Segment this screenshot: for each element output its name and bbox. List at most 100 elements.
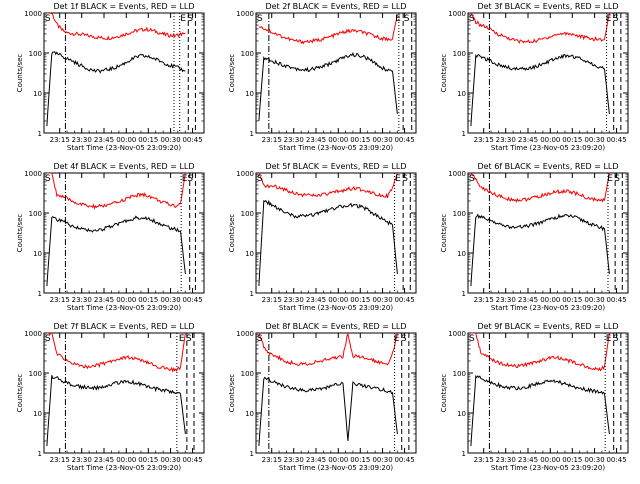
start-marker-label: S	[613, 334, 619, 344]
x-tick-label: 00:15	[562, 296, 582, 304]
x-tick-label: 00:00	[540, 456, 560, 464]
lld-series-line	[258, 14, 398, 45]
y-tick-label: 1000	[24, 10, 42, 18]
x-tick-label: 00:30	[372, 296, 392, 304]
plot-frame	[43, 332, 205, 454]
y-tick-label: 1	[462, 130, 466, 138]
events-series-line	[470, 374, 610, 447]
events-series-line	[258, 376, 398, 447]
x-tick-label: 23:30	[72, 296, 92, 304]
plot-frame	[255, 12, 417, 134]
x-tick-label: 00:45	[182, 136, 202, 144]
x-axis-label: Start Time (23-Nov-05 23:09:20)	[491, 144, 605, 152]
x-tick-label: 00:00	[328, 136, 348, 144]
y-tick-label: 100	[29, 370, 42, 378]
y-axis-label: Counts/sec	[440, 54, 448, 93]
x-tick-label: 00:00	[116, 456, 136, 464]
plot-frame	[255, 332, 417, 454]
x-tick-label: 23:30	[284, 296, 304, 304]
events-series-line	[46, 375, 186, 447]
end-marker-label: E	[607, 174, 613, 184]
y-tick-label: 10	[33, 250, 42, 258]
plot-frame	[467, 332, 629, 454]
x-tick-label: 00:30	[372, 136, 392, 144]
panel-title: Det 2f BLACK = Events, RED = LLD	[265, 2, 406, 11]
x-tick-label: 23:15	[474, 136, 494, 144]
y-axis-label: Counts/sec	[440, 374, 448, 413]
x-axis-label: Start Time (23-Nov-05 23:09:20)	[67, 304, 181, 312]
end-marker-label: E	[395, 174, 401, 184]
panel-title: Det 6f BLACK = Events, RED = LLD	[477, 162, 618, 171]
start-marker-label: S	[469, 334, 475, 344]
y-tick-label: 1	[38, 130, 42, 138]
x-axis-label: Start Time (23-Nov-05 23:09:20)	[279, 304, 393, 312]
y-tick-label: 1000	[448, 170, 466, 178]
end-marker-label: E	[606, 14, 612, 24]
y-tick-label: 10	[33, 90, 42, 98]
y-tick-label: 1	[462, 450, 466, 458]
y-tick-label: 100	[29, 210, 42, 218]
panel-title: Det 1f BLACK = Events, RED = LLD	[53, 2, 194, 11]
y-tick-label: 10	[457, 410, 466, 418]
panel-det-9: Det 9f BLACK = Events, RED = LLD 1 10 100 10…	[440, 322, 629, 472]
panel-det-5: Det 5f BLACK = Events, RED = LLD 1 10 100 10…	[228, 162, 417, 312]
y-tick-label: 10	[33, 410, 42, 418]
x-tick-label: 00:30	[160, 136, 180, 144]
x-tick-label: 00:45	[182, 296, 202, 304]
x-tick-label: 23:30	[72, 136, 92, 144]
y-tick-label: 100	[453, 50, 466, 58]
start-marker-label: S	[186, 334, 192, 344]
panel-det-7: Det 7f BLACK = Events, RED = LLD 1 10 100 10…	[16, 322, 205, 472]
x-tick-label: 23:30	[284, 456, 304, 464]
x-tick-label: 23:45	[518, 136, 538, 144]
end-marker-label: E	[606, 334, 612, 344]
x-tick-label: 23:15	[262, 296, 282, 304]
events-series-line	[46, 51, 186, 127]
y-axis-label: Counts/sec	[228, 54, 236, 93]
start-marker-label: S	[404, 14, 410, 24]
y-tick-label: 10	[245, 410, 254, 418]
y-tick-label: 100	[29, 50, 42, 58]
panel-det-6: Det 6f BLACK = Events, RED = LLD 1 10 100 10…	[440, 162, 629, 312]
end-marker-label: E	[395, 14, 401, 24]
panel-title: Det 7f BLACK = Events, RED = LLD	[53, 322, 194, 331]
x-tick-label: 23:15	[50, 136, 70, 144]
y-tick-label: 100	[453, 210, 466, 218]
events-series-line	[46, 215, 186, 287]
x-tick-label: 23:30	[496, 296, 516, 304]
events-series-line	[470, 213, 610, 287]
lld-series-line	[46, 13, 186, 41]
start-marker-label: S	[469, 14, 475, 24]
panel-title: Det 4f BLACK = Events, RED = LLD	[53, 162, 194, 171]
y-tick-label: 10	[245, 90, 254, 98]
start-marker-label: S	[45, 174, 51, 184]
x-tick-label: 00:45	[182, 456, 202, 464]
x-tick-label: 23:45	[518, 296, 538, 304]
start-marker-label: S	[45, 334, 51, 344]
start-marker-label: S	[402, 174, 408, 184]
x-tick-label: 00:30	[584, 456, 604, 464]
x-tick-label: 23:45	[306, 136, 326, 144]
x-tick-label: 23:30	[284, 136, 304, 144]
y-tick-label: 100	[241, 210, 254, 218]
end-marker-label: E	[182, 174, 188, 184]
panel-det-4: Det 4f BLACK = Events, RED = LLD 1 10 100 10…	[16, 162, 205, 312]
x-tick-label: 00:15	[350, 456, 370, 464]
y-tick-label: 1000	[24, 330, 42, 338]
x-tick-label: 00:15	[138, 296, 158, 304]
x-tick-label: 00:45	[394, 296, 414, 304]
x-tick-label: 00:30	[160, 456, 180, 464]
x-tick-label: 23:45	[518, 456, 538, 464]
y-tick-label: 100	[453, 370, 466, 378]
x-tick-label: 00:45	[606, 136, 626, 144]
x-tick-label: 23:45	[306, 296, 326, 304]
x-tick-label: 23:30	[496, 136, 516, 144]
plot-frame	[43, 12, 205, 134]
y-tick-label: 10	[457, 90, 466, 98]
lld-series-line	[46, 333, 186, 373]
x-tick-label: 00:15	[350, 136, 370, 144]
plot-frame	[467, 172, 629, 294]
x-axis-label: Start Time (23-Nov-05 23:09:20)	[67, 144, 181, 152]
